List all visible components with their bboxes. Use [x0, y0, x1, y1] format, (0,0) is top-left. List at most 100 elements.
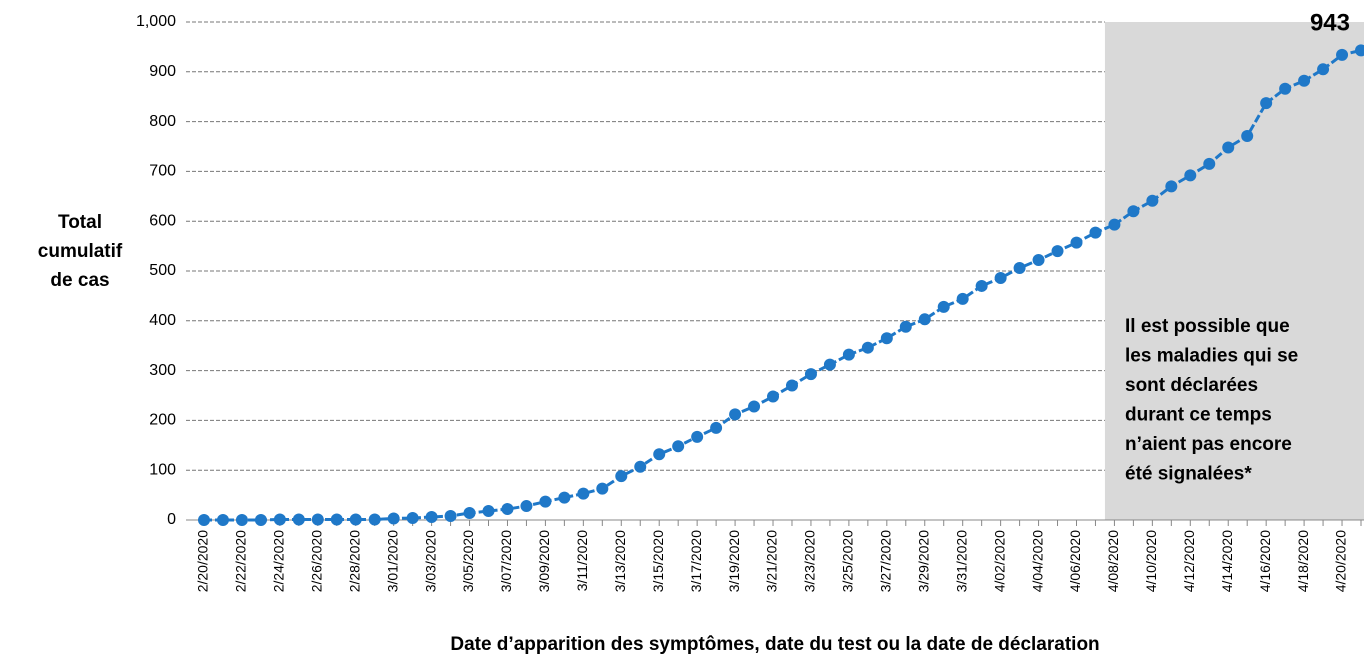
x-tick-label: 4/04/2020 [1029, 530, 1045, 592]
data-point [1165, 180, 1178, 193]
data-point [444, 510, 457, 523]
x-tick-label: 3/15/2020 [650, 530, 666, 592]
y-axis-title: de cas [50, 270, 109, 291]
data-point [520, 500, 533, 513]
x-tick-label: 2/26/2020 [309, 530, 325, 592]
x-tick-label: 4/06/2020 [1067, 530, 1083, 592]
data-point [406, 512, 419, 525]
data-point [861, 341, 874, 354]
data-label: 943 [1310, 9, 1350, 36]
x-tick-label: 3/23/2020 [802, 530, 818, 592]
x-tick-label: 4/12/2020 [1181, 530, 1197, 592]
data-point [577, 487, 590, 500]
x-tick-label: 4/18/2020 [1295, 530, 1311, 592]
y-tick-label: 200 [149, 412, 176, 429]
x-tick-label: 4/10/2020 [1143, 530, 1159, 592]
data-point [994, 271, 1007, 284]
data-point [198, 514, 210, 526]
y-tick-label: 500 [149, 262, 176, 279]
annotation: n’aient pas encore [1125, 434, 1292, 455]
data-point [672, 440, 685, 453]
y-tick-label: 100 [149, 461, 176, 478]
x-tick-label: 3/17/2020 [688, 530, 704, 592]
data-point [1070, 236, 1083, 249]
y-tick-label: 0 [167, 511, 176, 528]
data-point [918, 313, 931, 326]
data-point [653, 448, 666, 461]
x-tick-label: 3/01/2020 [384, 530, 400, 592]
x-tick-label: 2/22/2020 [233, 530, 249, 592]
x-tick-label: 3/29/2020 [915, 530, 931, 592]
data-point [1355, 44, 1364, 57]
annotation: Il est possible que [1125, 316, 1290, 337]
data-point [1203, 157, 1216, 170]
x-tick-label: 4/14/2020 [1219, 530, 1235, 592]
data-point [596, 482, 609, 495]
annotation: durant ce temps [1125, 405, 1272, 426]
highlight-region [1104, 22, 1364, 520]
x-tick-label: 3/11/2020 [574, 530, 590, 591]
data-point [425, 511, 438, 524]
data-point [710, 421, 723, 434]
y-tick-label: 400 [149, 312, 176, 329]
data-point [501, 503, 514, 516]
data-point [1298, 74, 1311, 87]
y-tick-label: 1,000 [136, 13, 176, 30]
x-tick-label: 3/25/2020 [840, 530, 856, 592]
data-point [615, 470, 628, 483]
x-tick-label: 4/20/2020 [1333, 530, 1349, 592]
x-tick-label: 3/09/2020 [536, 530, 552, 592]
data-point [785, 379, 798, 392]
x-tick-label: 2/24/2020 [271, 530, 287, 592]
data-point [235, 514, 248, 526]
data-point [1241, 130, 1254, 143]
data-point [1032, 254, 1045, 267]
data-point [463, 507, 476, 520]
x-tick-label: 4/02/2020 [991, 530, 1007, 592]
x-tick-label: 3/27/2020 [878, 530, 894, 592]
x-tick-label: 4/08/2020 [1105, 530, 1121, 592]
y-tick-label: 800 [149, 113, 176, 130]
data-point [956, 292, 969, 305]
data-point [634, 460, 647, 473]
data-point [273, 513, 286, 526]
data-point [1089, 226, 1102, 239]
y-tick-label: 700 [149, 163, 176, 180]
data-point [1184, 169, 1197, 182]
data-point [767, 390, 780, 403]
x-tick-label: 2/20/2020 [195, 530, 211, 592]
data-point [539, 495, 552, 508]
y-tick-label: 300 [149, 362, 176, 379]
x-tick-label: 3/21/2020 [764, 530, 780, 592]
x-axis-title: Date d’apparition des symptômes, date du… [450, 634, 1099, 655]
data-point [216, 514, 229, 526]
data-point [292, 513, 305, 526]
data-point [804, 368, 817, 381]
data-point [748, 400, 761, 413]
x-tick-label: 3/13/2020 [612, 530, 628, 592]
data-point [937, 300, 950, 313]
data-point [729, 408, 742, 421]
data-point [482, 505, 495, 518]
annotation: sont déclarées [1125, 375, 1258, 396]
data-point [1222, 141, 1235, 154]
data-point [387, 512, 400, 525]
data-point [1013, 262, 1026, 275]
x-tick-label: 3/07/2020 [498, 530, 514, 592]
data-point [880, 332, 893, 345]
data-point [823, 358, 836, 371]
y-axis-title: Total [58, 212, 102, 233]
data-point [691, 430, 704, 443]
data-point [842, 348, 855, 361]
annotation: les maladies qui se [1125, 346, 1298, 367]
data-point [558, 491, 571, 504]
x-tick-label: 3/31/2020 [953, 530, 969, 592]
data-point [1317, 63, 1330, 76]
data-point [368, 513, 381, 526]
annotation: été signalées* [1125, 464, 1252, 485]
y-tick-label: 600 [149, 212, 176, 229]
data-point [1336, 48, 1349, 61]
data-point [349, 513, 362, 526]
